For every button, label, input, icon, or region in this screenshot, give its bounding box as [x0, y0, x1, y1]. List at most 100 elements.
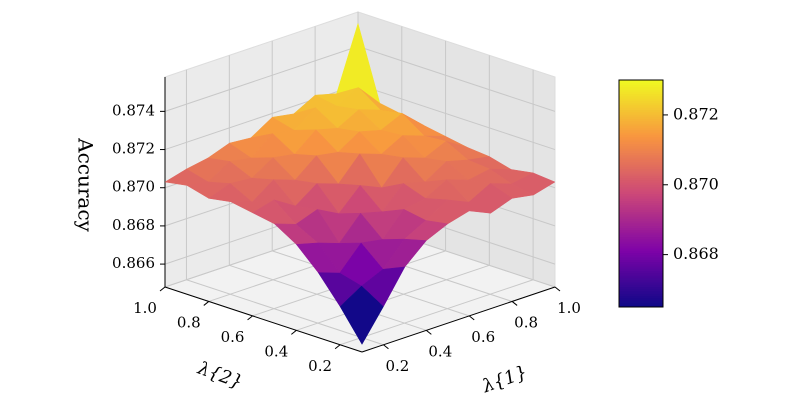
colorbar-step: [619, 195, 663, 199]
colorbar-step: [619, 263, 663, 267]
colorbar-step: [619, 247, 663, 251]
colorbar-step: [619, 95, 663, 99]
colorbar-step: [619, 188, 663, 192]
colorbar-step: [619, 191, 663, 194]
z-tick-label: 0.870: [112, 178, 155, 196]
colorbar-step: [619, 159, 663, 163]
colorbar-step: [619, 250, 663, 254]
colorbar-step: [619, 173, 663, 176]
colorbar-step: [619, 163, 663, 167]
colorbar-step: [619, 184, 663, 188]
colorbar-step: [619, 245, 663, 249]
colorbar-step: [619, 91, 663, 95]
colorbar-step: [619, 132, 663, 135]
colorbar-step: [619, 125, 663, 129]
colorbar-step: [619, 179, 663, 183]
colorbar-step: [619, 275, 663, 278]
y-tick: [291, 329, 297, 335]
colorbar-step: [619, 295, 663, 299]
colorbar-step: [619, 134, 663, 138]
colorbar-step: [619, 182, 663, 185]
colorbar-step: [619, 127, 663, 131]
colorbar-step: [619, 272, 663, 276]
colorbar-step: [619, 157, 663, 160]
axis-line: [361, 286, 556, 353]
x-tick-label: 0.6: [471, 328, 495, 346]
x-tick-label: 0.4: [428, 342, 452, 360]
colorbar-step: [619, 148, 663, 151]
colorbar-step: [619, 216, 663, 219]
colorbar-step: [619, 143, 663, 147]
colorbar-step: [619, 288, 663, 292]
colorbar-step: [619, 141, 663, 145]
x-tick-label: 0.8: [514, 313, 538, 331]
colorbar-step: [619, 304, 663, 308]
colorbar-step: [619, 236, 663, 240]
x-tick: [511, 301, 518, 306]
surface-face: [339, 285, 384, 345]
y-tick: [159, 286, 166, 292]
grid-line: [296, 264, 490, 331]
z-tick-label: 0.872: [112, 140, 155, 158]
grid-line: [186, 279, 384, 346]
colorbar-step: [619, 300, 663, 303]
colorbar-step: [619, 145, 663, 149]
z-axis-label: Accuracy: [74, 137, 98, 232]
colorbar-step: [619, 168, 663, 172]
z-tick-label: 0.868: [112, 216, 155, 234]
y-tick-label: 0.8: [177, 313, 201, 331]
colorbar-step: [619, 291, 663, 294]
colorbar-step: [619, 104, 663, 108]
colorbar-step: [619, 279, 663, 283]
y-axis-label: λ{2}: [194, 357, 245, 393]
colorbar-step: [619, 243, 663, 247]
colorbar-step: [619, 107, 663, 111]
colorbar-step: [619, 82, 663, 86]
grid-line: [229, 264, 427, 331]
colorbar-step: [619, 84, 663, 88]
colorbar-step: [619, 213, 663, 217]
colorbar-step: [619, 129, 663, 133]
colorbar-step: [619, 102, 663, 106]
colorbar-step: [619, 252, 663, 256]
colorbar-step: [619, 268, 663, 272]
colorbar-step: [619, 223, 663, 226]
x-tick-label: 1.0: [557, 299, 581, 317]
colorbar-step: [619, 100, 663, 104]
colorbar-step: [619, 186, 663, 190]
grid-line: [339, 279, 534, 346]
colorbar-step: [619, 207, 663, 210]
colorbar-step: [619, 270, 663, 274]
x-axis-label: λ{1}: [479, 362, 530, 398]
colorbar-step: [619, 111, 663, 115]
z-tick-label: 0.866: [112, 254, 155, 272]
colorbar-step: [619, 170, 663, 174]
colorbar-frame: [618, 79, 664, 308]
colorbar-step: [619, 154, 663, 158]
colorbar-step: [619, 229, 663, 233]
colorbar-step: [619, 123, 663, 126]
colorbar-step: [619, 98, 663, 101]
colorbar-step: [619, 80, 663, 83]
colorbar-step: [619, 257, 663, 260]
colorbar-step: [619, 254, 663, 258]
colorbar-step: [619, 118, 663, 122]
colorbar-step: [619, 282, 663, 285]
colorbar-step: [619, 193, 663, 197]
colorbar-step: [619, 232, 663, 235]
colorbar-step: [619, 218, 663, 222]
colorbar-step: [619, 234, 663, 238]
colorbar-step: [619, 286, 663, 290]
colorbar-step: [619, 136, 663, 140]
x-tick: [426, 329, 432, 335]
y-tick-label: 1.0: [133, 299, 157, 317]
colorbar-step: [619, 139, 663, 142]
colorbar-step: [619, 261, 663, 265]
colorbar-step: [619, 277, 663, 281]
colorbar-step: [619, 114, 663, 117]
colorbar-step: [619, 209, 663, 213]
colorbar-step: [619, 109, 663, 113]
colorbar-step: [619, 198, 663, 201]
colorbar-step: [619, 177, 663, 181]
